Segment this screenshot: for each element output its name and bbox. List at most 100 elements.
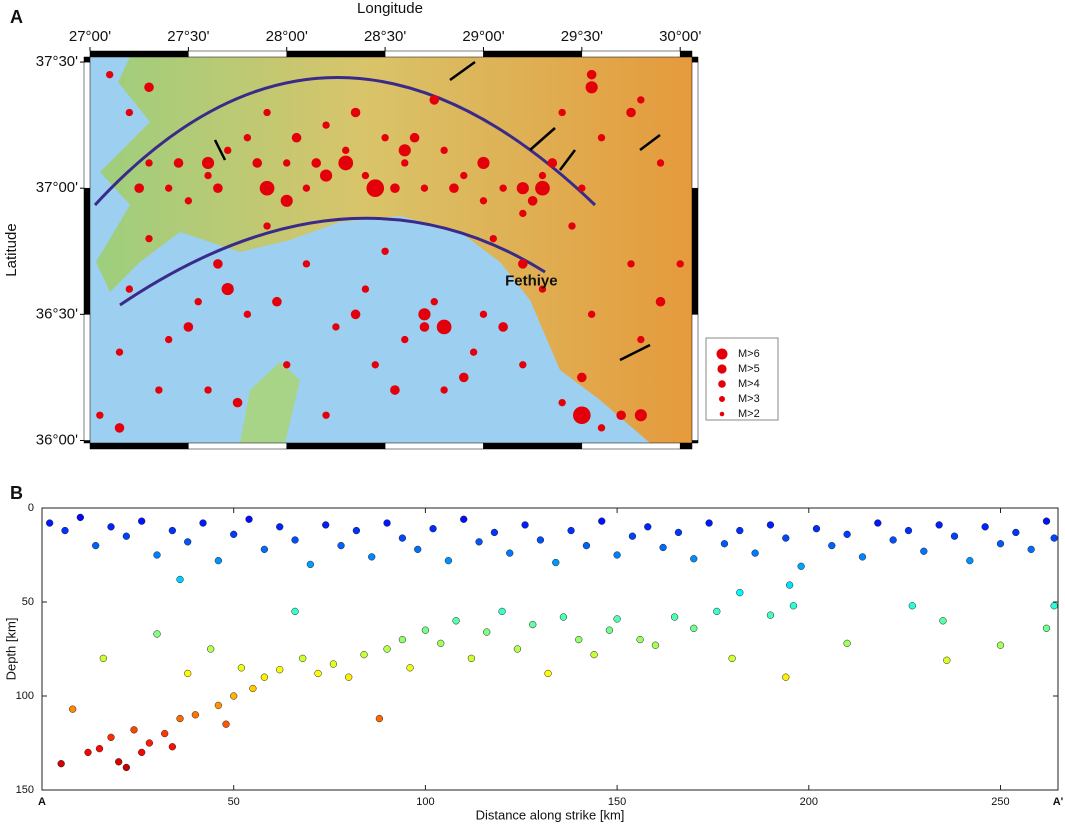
x-tick-label: 200	[800, 796, 818, 808]
event-point	[125, 285, 134, 293]
x-tick-label: 50	[228, 796, 240, 808]
frame-bar	[483, 442, 583, 450]
event-point	[527, 196, 538, 206]
event-point	[145, 159, 153, 167]
hypocenter	[207, 645, 215, 653]
event-point	[381, 247, 389, 255]
hypocenter	[575, 635, 583, 644]
frame-bar	[188, 50, 287, 58]
event-point	[134, 183, 144, 193]
hypocenter	[368, 553, 376, 561]
hypocenter	[598, 517, 606, 525]
legend-marker	[716, 348, 728, 360]
y-tick-label: 37°00'	[36, 179, 78, 196]
hypocenter	[552, 558, 560, 567]
event-point	[586, 69, 597, 80]
hypocenter	[843, 530, 851, 538]
event-point	[243, 134, 252, 142]
event-point	[558, 108, 566, 117]
hypocenter	[122, 532, 130, 540]
frame-bar	[83, 314, 91, 441]
event-point	[616, 410, 626, 421]
x-tick-label: 28°30'	[364, 28, 406, 45]
hypocenter	[785, 581, 794, 589]
event-point	[538, 285, 547, 293]
event-point	[338, 155, 354, 171]
frame-bar	[286, 442, 386, 450]
event-point	[263, 222, 271, 230]
hypocenter	[498, 607, 506, 616]
frame-bar	[384, 50, 484, 58]
hypocenter	[398, 534, 407, 542]
hypocenter	[828, 541, 836, 550]
hypocenter	[176, 714, 184, 723]
hypocenter	[345, 673, 353, 681]
frame-bar	[483, 50, 583, 58]
hypocenter	[590, 650, 598, 659]
annotation: Fethiye	[505, 273, 558, 290]
hypocenter	[168, 526, 177, 535]
event-point	[626, 107, 636, 118]
event-point	[436, 319, 452, 335]
hypocenter	[452, 617, 460, 625]
event-point	[283, 159, 291, 167]
frame-bar	[89, 442, 189, 450]
hypocenter	[670, 613, 679, 621]
hypocenter	[582, 541, 591, 550]
event-point	[213, 183, 223, 193]
hypocenter	[536, 536, 545, 544]
hypocenter	[276, 523, 284, 531]
event-point	[311, 158, 322, 168]
hypocenter	[337, 541, 345, 550]
hypocenter	[920, 547, 928, 555]
hypocenter	[904, 526, 913, 535]
event-point	[398, 144, 411, 157]
map-background	[90, 57, 692, 443]
legend-label: M>5	[738, 363, 760, 375]
event-point	[204, 171, 212, 180]
end-label: A'	[1053, 796, 1064, 808]
event-point	[676, 260, 684, 268]
legend-label: M>3	[738, 393, 760, 405]
hypocenter	[467, 654, 476, 663]
event-point	[322, 411, 330, 419]
hypocenter	[567, 526, 575, 535]
hypocenter	[651, 641, 660, 649]
hypocenter	[559, 613, 568, 621]
hypocenter	[429, 525, 437, 533]
hypocenter	[414, 545, 422, 554]
hypocenter	[966, 556, 974, 565]
hypocenter	[720, 540, 729, 548]
y-tick-label: 100	[16, 690, 34, 702]
event-point	[420, 184, 429, 192]
event-point	[479, 197, 488, 205]
frame-bar	[83, 187, 91, 315]
event-point	[145, 234, 153, 243]
hypocenter	[291, 607, 299, 616]
legend-label: M>4	[738, 378, 760, 390]
hypocenter	[291, 536, 299, 544]
peninsula	[240, 362, 300, 443]
event-point	[547, 158, 558, 168]
hypocenter	[690, 555, 698, 563]
hypocenter	[138, 748, 146, 757]
hypocenter	[230, 530, 238, 538]
event-point	[637, 335, 645, 344]
hypocenter	[153, 630, 161, 638]
event-point	[204, 386, 212, 394]
hypocenter	[306, 560, 315, 569]
frame-bar	[89, 50, 189, 58]
hypocenter	[57, 760, 65, 768]
event-point	[419, 322, 430, 332]
x-tick-label: 28°00'	[266, 28, 308, 45]
frame-bar	[691, 187, 699, 315]
legend-marker	[719, 411, 725, 417]
legend-label: M>6	[738, 348, 760, 360]
frame-bar	[83, 61, 91, 189]
hypocenter	[1042, 624, 1051, 632]
event-point	[477, 156, 490, 170]
hypocenter	[506, 549, 514, 557]
hypocenter	[889, 536, 897, 544]
